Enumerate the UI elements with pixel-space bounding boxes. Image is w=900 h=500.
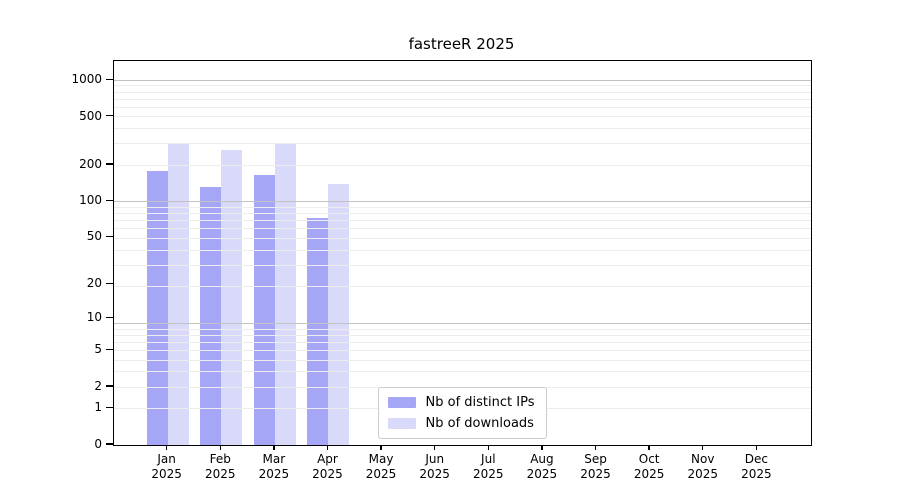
bar-downloads-apr — [328, 184, 350, 445]
x-tick-label-apr: Apr 2025 — [312, 452, 343, 481]
y-tick-mark — [106, 443, 113, 445]
x-tick-label-mar: Mar 2025 — [258, 452, 290, 481]
y-tick-label-100: 100 — [79, 193, 102, 208]
x-tick-mark — [648, 445, 650, 450]
chart-title: fastreeR 2025 — [408, 35, 515, 53]
y-tick-label-500: 500 — [79, 108, 102, 123]
y-tick-label-0: 0 — [94, 437, 102, 451]
y-tick-mark — [106, 163, 113, 165]
y-tick-mark — [106, 235, 113, 238]
bar-distinct-ips-feb — [200, 187, 222, 445]
bar-distinct-ips-mar — [253, 175, 275, 445]
x-tick-label-oct: Oct 2025 — [633, 452, 665, 481]
x-tick-label-sep: Sep 2025 — [580, 452, 611, 481]
x-tick-label-aug: Aug 2025 — [526, 452, 558, 481]
grid-line-minor — [114, 98, 811, 100]
plot-area: Nb of distinct IPs Nb of downloads — [113, 60, 812, 446]
x-tick-mark — [273, 445, 275, 450]
x-tick-mark — [165, 445, 168, 450]
grid-line-minor — [114, 164, 811, 166]
legend: Nb of distinct IPs Nb of downloads — [377, 387, 548, 439]
x-tick-label-jan: Jan 2025 — [151, 452, 182, 481]
grid-line-major — [114, 79, 811, 81]
y-tick-mark — [106, 385, 113, 387]
x-tick-label-nov: Nov 2025 — [687, 452, 719, 481]
x-tick-mark — [219, 445, 221, 450]
bar-distinct-ips-apr — [307, 217, 329, 445]
y-tick-mark — [106, 348, 113, 351]
y-tick-mark — [106, 282, 113, 284]
x-tick-mark — [755, 445, 758, 450]
y-tick-mark — [106, 115, 113, 117]
y-tick-label-1000: 1000 — [71, 72, 102, 87]
legend-label-distinct-ips: Nb of distinct IPs — [425, 395, 535, 410]
bar-distinct-ips-jan — [146, 171, 168, 445]
x-tick-label-may: May 2025 — [365, 452, 397, 481]
grid-line-minor — [114, 91, 811, 93]
y-tick-label-5: 5 — [94, 342, 102, 357]
grid-line-minor — [114, 85, 811, 87]
x-tick-mark — [702, 445, 704, 450]
y-tick-label-2: 2 — [94, 378, 102, 393]
bar-downloads-feb — [221, 149, 243, 445]
y-tick-mark — [106, 316, 113, 319]
y-tick-mark — [106, 78, 113, 80]
y-tick-label-20: 20 — [86, 276, 102, 291]
legend-swatch-downloads-icon — [387, 418, 416, 429]
x-tick-mark — [326, 445, 329, 450]
legend-swatch-distinct-ips-icon — [387, 397, 416, 408]
x-tick-label-jul: Jul 2025 — [473, 452, 504, 481]
y-tick-label-50: 50 — [86, 229, 102, 244]
legend-entry-downloads: Nb of downloads — [387, 416, 535, 431]
x-tick-mark — [541, 445, 543, 450]
bar-downloads-jan — [167, 143, 189, 445]
x-tick-mark — [433, 445, 436, 450]
y-tick-mark — [106, 199, 113, 202]
legend-entry-distinct-ips: Nb of distinct IPs — [387, 395, 535, 410]
y-tick-label-200: 200 — [79, 156, 102, 171]
x-tick-mark — [594, 445, 597, 450]
y-tick-label-1: 1 — [94, 400, 102, 415]
grid-line-minor — [114, 143, 811, 145]
bar-downloads-mar — [274, 143, 296, 445]
y-tick-label-10: 10 — [86, 310, 102, 325]
x-tick-label-dec: Dec 2025 — [741, 452, 772, 481]
x-tick-mark — [380, 445, 382, 450]
legend-label-downloads: Nb of downloads — [425, 416, 534, 431]
x-tick-label-jun: Jun 2025 — [419, 452, 450, 481]
grid-line-minor — [114, 116, 811, 118]
grid-line-minor — [114, 106, 811, 108]
x-tick-label-feb: Feb 2025 — [204, 452, 236, 481]
grid-line-minor — [114, 128, 811, 130]
x-tick-mark — [487, 445, 489, 450]
y-tick-mark — [106, 406, 113, 409]
